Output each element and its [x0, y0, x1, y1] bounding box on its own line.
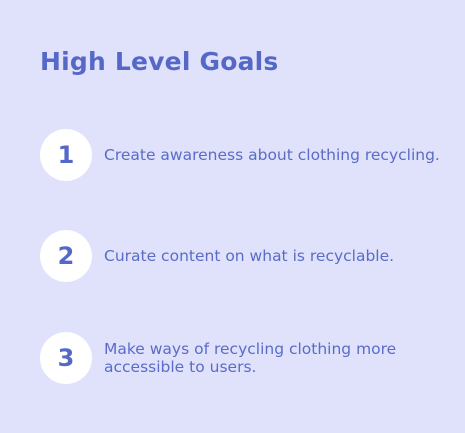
goal-text: Make ways of recycling clothing more acc…	[104, 332, 444, 384]
goal-item-3: 3 Make ways of recycling clothing more a…	[40, 332, 440, 384]
goal-item-1: 1 Create awareness about clothing recycl…	[40, 129, 440, 181]
goal-number-badge: 3	[40, 332, 92, 384]
goal-text-label: Make ways of recycling clothing more acc…	[104, 340, 397, 376]
goal-text-label: Curate content on what is recyclable.	[104, 247, 395, 265]
goal-text-label: Create awareness about clothing recyclin…	[104, 146, 440, 164]
goal-text: Curate content on what is recyclable.	[104, 230, 444, 282]
goal-number-badge: 2	[40, 230, 92, 282]
goal-number-badge: 1	[40, 129, 92, 181]
page-title: High Level Goals	[40, 47, 279, 76]
goal-text: Create awareness about clothing recyclin…	[104, 129, 444, 181]
goal-item-2: 2 Curate content on what is recyclable.	[40, 230, 440, 282]
